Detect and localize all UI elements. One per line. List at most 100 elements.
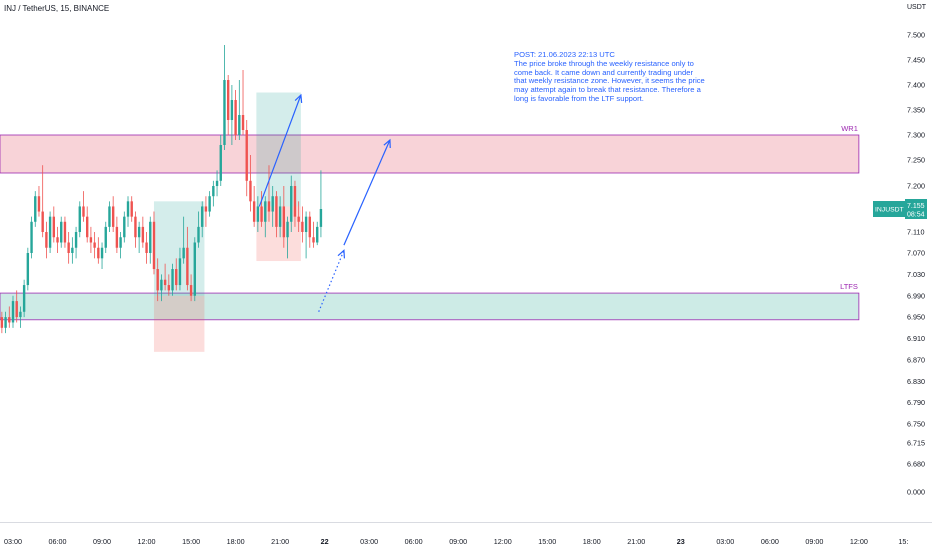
annotation-note[interactable]: POST: 21.06.2023 22:13 UTC The price bro… — [514, 50, 705, 103]
candle-body — [178, 258, 182, 286]
price-tick-label: 7.250 — [907, 156, 925, 165]
candle-body — [123, 216, 126, 238]
time-tick-label: 06:00 — [49, 537, 67, 546]
time-tick-label: 18:00 — [227, 537, 245, 546]
candle-body — [260, 206, 263, 222]
candle-body — [215, 180, 219, 186]
candle-body — [41, 211, 44, 232]
projection-arrow[interactable] — [258, 94, 302, 207]
arrow-head — [383, 138, 391, 149]
time-tick-label: 03:00 — [716, 537, 734, 546]
position-boxes-layer — [153, 92, 301, 352]
candle-body — [71, 247, 74, 253]
price-tick-label: 7.500 — [907, 31, 925, 40]
projection-arrow[interactable] — [343, 139, 391, 246]
candle-body — [30, 221, 33, 253]
candle-body — [126, 201, 130, 217]
candle-body — [141, 226, 145, 243]
chart-title: INJ / TetherUS, 15, BINANCE — [4, 4, 110, 13]
candle-body — [111, 206, 115, 227]
candle-body — [171, 269, 174, 291]
candle-body — [11, 301, 15, 323]
price-tick-label: 7.030 — [907, 270, 925, 279]
price-axis[interactable]: 7.500 7.450 7.400 7.350 7.300 7.250 7.200 7.110… — [907, 31, 925, 497]
candle-body — [282, 206, 286, 238]
candle-body — [4, 317, 7, 328]
candle-body — [316, 226, 319, 243]
candle-body — [8, 317, 11, 323]
time-tick-label: 09:00 — [449, 537, 467, 546]
price-tick-label: 0.000 — [907, 488, 925, 497]
price-tick-label: 7.350 — [907, 106, 925, 115]
candle-body — [93, 242, 96, 248]
candle-body — [252, 201, 256, 222]
price-tick-label: 7.110 — [907, 228, 924, 237]
candle-body — [152, 221, 156, 270]
candle-body — [249, 180, 252, 202]
time-tick-label: 03:00 — [4, 537, 22, 546]
arrow-head — [337, 249, 346, 259]
price-tick-label: 6.910 — [907, 334, 925, 343]
projection-dotted-line[interactable] — [318, 250, 345, 313]
time-axis[interactable]: 03:00 06:00 09:00 12:00 15:00 18:00 21:00 22 03:… — [4, 537, 908, 546]
candle-body — [119, 237, 122, 248]
zone-label-wr1: WR1 — [841, 124, 858, 133]
candle-body — [100, 247, 104, 259]
candle-body — [22, 285, 26, 312]
candle-body — [197, 226, 200, 243]
candle-body — [271, 196, 274, 212]
candle-body — [293, 186, 297, 217]
arrows-layer — [258, 93, 391, 313]
candle-body — [208, 196, 211, 212]
price-tick-label: 7.070 — [907, 249, 925, 258]
last-price-value: 7.155 — [907, 203, 925, 210]
candle-body — [134, 216, 137, 238]
candle-body — [19, 311, 22, 318]
candle-body — [189, 285, 193, 296]
zone-wr1[interactable] — [0, 134, 860, 174]
candle-body — [186, 247, 189, 286]
time-tick-label: 23 — [677, 537, 685, 546]
price-tick-label: 7.450 — [907, 56, 925, 65]
position-loss-area[interactable] — [256, 206, 301, 262]
candle-body — [201, 206, 204, 227]
candle-body — [267, 201, 271, 212]
candle-body — [130, 201, 133, 217]
candle-body — [86, 216, 89, 238]
position-loss-area[interactable] — [153, 295, 205, 352]
candle-body — [223, 80, 226, 145]
bar-countdown: 08:54 — [907, 212, 925, 219]
candle-body — [56, 237, 59, 243]
candle-body — [219, 145, 222, 181]
price-tick-label: 6.790 — [907, 398, 925, 407]
candle-body — [145, 242, 148, 253]
candle-body — [241, 115, 245, 130]
candle-body — [286, 221, 289, 238]
price-axis-currency: USDT — [907, 4, 927, 11]
time-tick-label: 12:00 — [138, 537, 156, 546]
time-tick-label: 09:00 — [93, 537, 111, 546]
time-tick-label: 15:00 — [182, 537, 200, 546]
candle-body — [108, 206, 111, 227]
zone-ltfs[interactable] — [0, 292, 860, 321]
candle-body — [297, 216, 300, 222]
candle-body — [304, 216, 308, 232]
candle-body — [182, 247, 185, 259]
candle-body — [238, 115, 241, 135]
candle-body — [245, 130, 248, 181]
price-tick-label: 6.680 — [907, 460, 925, 469]
candle-body — [45, 232, 48, 248]
position-profit-area[interactable] — [256, 92, 301, 207]
price-tick-label: 7.300 — [907, 131, 925, 140]
candle-body — [156, 269, 159, 291]
candle-body — [97, 247, 100, 259]
candle-body — [137, 226, 141, 238]
candle-body — [82, 206, 85, 217]
candle-body — [160, 279, 163, 291]
candle-body — [78, 206, 81, 232]
candle-body — [15, 301, 18, 318]
candle-body — [52, 216, 56, 238]
